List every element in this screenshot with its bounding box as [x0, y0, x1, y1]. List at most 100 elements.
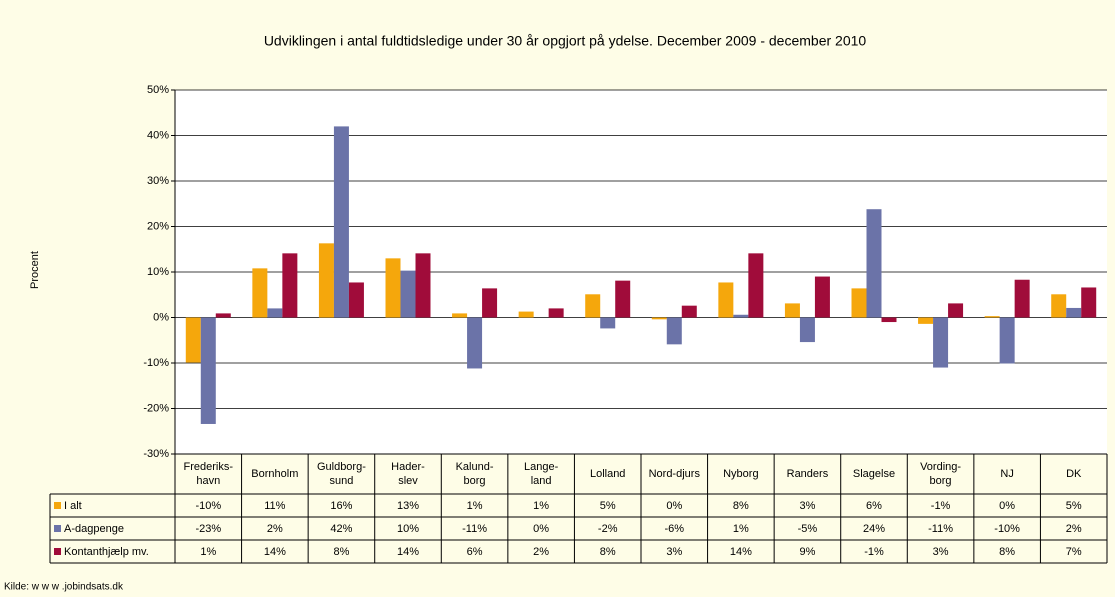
y-tick-label: -30%: [143, 448, 169, 460]
bar: [585, 294, 601, 318]
bar: [615, 280, 631, 318]
data-label: -11%: [462, 522, 487, 535]
data-label: 1%: [732, 522, 749, 535]
data-label: 0%: [999, 499, 1016, 512]
y-tick-label: 20%: [147, 220, 169, 232]
data-label: -5%: [797, 522, 818, 535]
bar: [518, 311, 534, 318]
bar: [1014, 279, 1030, 318]
data-label: 11%: [264, 499, 286, 512]
bar: [467, 317, 483, 369]
bar: [1066, 307, 1082, 318]
y-tick-label: -10%: [143, 357, 169, 369]
bar: [718, 282, 734, 318]
x-tick-label: NJ: [1000, 468, 1014, 480]
x-tick-label: Guldborg- sund: [316, 461, 366, 487]
data-label: 3%: [666, 545, 683, 558]
data-label: 42%: [330, 522, 353, 535]
bar: [1081, 287, 1097, 318]
y-tick-label: 40%: [147, 129, 169, 141]
data-label: 0%: [666, 499, 683, 512]
legend-swatch: [54, 548, 61, 555]
bar: [452, 313, 468, 318]
legend-label: A-dagpenge: [64, 522, 124, 535]
x-tick-label: Vording- borg: [920, 461, 962, 487]
y-tick-label: 10%: [147, 266, 169, 278]
legend-label: Kontanthjælp mv.: [64, 545, 149, 558]
bar: [814, 276, 830, 318]
bar: [348, 282, 364, 318]
bar: [784, 303, 800, 318]
bar: [333, 126, 349, 318]
bar: [385, 258, 401, 318]
bar: [1051, 294, 1067, 318]
data-label: 7%: [1065, 545, 1082, 558]
y-tick-label: 30%: [147, 175, 169, 187]
bar: [400, 270, 416, 318]
data-label: -6%: [664, 522, 685, 535]
data-label: 6%: [466, 545, 483, 558]
source: Kilde: w w w .jobindsats.dk: [4, 582, 124, 593]
data-label: 1%: [533, 499, 550, 512]
data-label: 3%: [932, 545, 949, 558]
data-label: -1%: [930, 499, 951, 512]
data-label: 0%: [533, 522, 550, 535]
bar: [252, 268, 268, 318]
y-tick-label: -20%: [143, 402, 169, 414]
data-label: -1%: [864, 545, 884, 558]
bar: [984, 316, 1000, 318]
bar: [482, 288, 498, 318]
data-label: -10%: [994, 522, 1020, 535]
x-tick-label: Slagelse: [852, 468, 896, 480]
bar: [851, 288, 867, 318]
x-tick-label: Bornholm: [251, 468, 299, 480]
bar: [948, 303, 964, 318]
data-label: 14%: [263, 545, 286, 558]
legend-entry: A-dagpenge: [50, 517, 175, 540]
bar: [215, 313, 231, 318]
chart-title: Udviklingen i antal fuldtidsledige under…: [264, 33, 867, 49]
bar: [185, 317, 201, 363]
bar: [681, 305, 697, 318]
bar: [600, 317, 616, 329]
data-label: 24%: [862, 522, 885, 535]
bar: [318, 243, 334, 318]
bar: [866, 209, 882, 318]
bar: [548, 308, 564, 318]
x-tick-label: Lolland: [589, 468, 626, 480]
data-label: -2%: [597, 522, 618, 535]
bar: [918, 317, 934, 324]
legend-label: I alt: [64, 499, 82, 512]
x-tick-label: DK: [1066, 468, 1082, 480]
x-tick-label: Nyborg: [723, 468, 759, 480]
bar: [881, 317, 897, 323]
data-label: 14%: [729, 545, 752, 558]
data-label: 5%: [1065, 499, 1082, 512]
data-label: 16%: [330, 499, 353, 512]
bar: [933, 317, 949, 368]
data-label: -23%: [195, 522, 222, 535]
legend-swatch: [54, 525, 61, 532]
x-tick-label: Nord-djurs: [648, 468, 700, 480]
bar: [748, 253, 764, 318]
y-axis-label: Procent: [29, 251, 41, 289]
bar: [651, 317, 667, 320]
data-label: 8%: [732, 499, 749, 512]
data-label: 9%: [799, 545, 816, 558]
bar: [282, 253, 298, 318]
data-label: 2%: [533, 545, 550, 558]
y-tick-label: 50%: [147, 84, 169, 96]
bar: [733, 314, 749, 318]
data-label: 2%: [266, 522, 283, 535]
data-label: 5%: [599, 499, 616, 512]
bar: [267, 308, 283, 318]
bar: [415, 253, 431, 318]
bar: [999, 317, 1015, 364]
bar: [666, 317, 682, 345]
data-label: 1%: [466, 499, 483, 512]
data-label: 3%: [799, 499, 816, 512]
data-label: 8%: [333, 545, 350, 558]
data-label: 8%: [599, 545, 616, 558]
